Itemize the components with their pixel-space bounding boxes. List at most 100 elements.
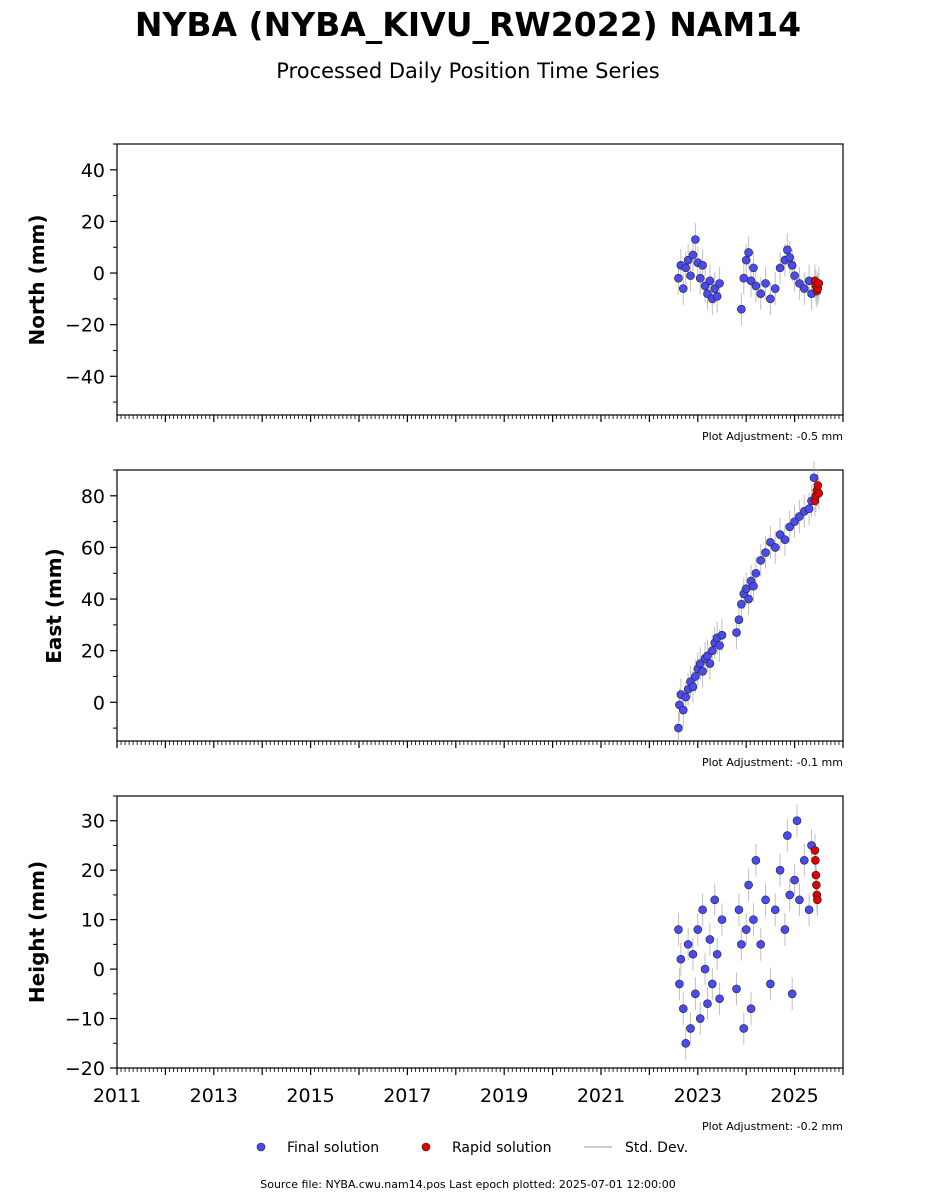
north-final-point xyxy=(756,289,766,298)
east-final-point xyxy=(734,615,744,624)
height-final-point xyxy=(787,989,797,999)
height-final-point xyxy=(712,949,722,959)
north-final-point xyxy=(741,255,751,265)
height-final-point xyxy=(756,940,766,949)
east-final-point xyxy=(698,667,707,676)
height-plot-adjustment: Plot Adjustment: -0.2 mm xyxy=(702,1120,843,1133)
east-ylabel: East (mm) xyxy=(42,548,66,664)
legend-rapid-label: Rapid solution xyxy=(452,1140,552,1156)
east-final-point xyxy=(751,568,761,578)
height-final-point xyxy=(775,865,785,875)
north-plot-adjustment: Plot Adjustment: -0.5 mm xyxy=(702,430,843,443)
height-plot-frame xyxy=(116,795,844,1069)
north-final-point xyxy=(691,235,700,244)
height-xtick-label: 2023 xyxy=(674,1085,722,1107)
height-final-point xyxy=(770,905,780,915)
height-final-point xyxy=(749,915,758,924)
height-final-point xyxy=(708,979,717,989)
height-final-point xyxy=(780,925,790,934)
height-xtick-label: 2015 xyxy=(286,1085,334,1107)
height-rapid-point xyxy=(813,895,822,905)
east-final-point xyxy=(809,473,819,483)
east-ytick-label: 80 xyxy=(81,486,105,508)
north-ytick-label: 0 xyxy=(93,263,105,285)
height-final-point xyxy=(790,875,799,885)
north-final-point xyxy=(790,271,799,280)
east-panel: East (mm) Plot Adjustment: -0.1 mm 0 20 40… xyxy=(42,461,844,769)
height-final-point xyxy=(751,855,761,865)
height-final-point xyxy=(683,940,693,949)
east-final-point xyxy=(749,581,758,591)
legend-final-marker xyxy=(256,1142,266,1152)
height-final-point xyxy=(688,949,698,959)
height-rapid-point xyxy=(810,846,820,855)
north-final-point xyxy=(674,273,683,283)
north-ytick-label: 20 xyxy=(81,211,105,233)
north-final-point xyxy=(681,263,691,273)
height-ytick-label: 30 xyxy=(81,811,105,833)
north-rapid-point xyxy=(814,279,824,288)
height-final-point xyxy=(783,831,792,840)
north-final-point xyxy=(744,248,753,257)
height-final-point xyxy=(691,989,700,999)
north-final-point xyxy=(770,284,780,293)
height-final-point xyxy=(693,925,703,934)
height-final-point xyxy=(681,1038,691,1048)
height-final-point xyxy=(703,999,712,1009)
north-final-point xyxy=(749,263,758,273)
north-final-point xyxy=(775,263,785,273)
height-final-point xyxy=(715,994,724,1004)
height-ytick-label: 20 xyxy=(81,860,105,882)
height-final-point xyxy=(678,1004,688,1013)
north-ylabel: North (mm) xyxy=(25,214,49,345)
height-ylabel: Height (mm) xyxy=(25,861,49,1003)
north-final-point xyxy=(787,261,797,270)
east-ytick-label: 0 xyxy=(93,692,105,714)
height-final-point xyxy=(717,915,727,924)
height-final-point xyxy=(737,940,746,949)
height-final-point xyxy=(785,890,795,900)
north-final-point xyxy=(688,250,698,260)
north-plot-frame xyxy=(116,143,844,416)
north-final-point xyxy=(785,253,795,262)
height-final-point xyxy=(792,816,802,826)
height-ytick-label: −20 xyxy=(65,1058,105,1080)
east-final-point xyxy=(737,599,746,609)
legend-rapid-marker xyxy=(421,1142,431,1152)
east-final-point xyxy=(691,672,700,681)
east-final-point xyxy=(804,504,814,514)
north-final-point xyxy=(761,279,770,288)
north-final-point xyxy=(695,273,705,283)
east-plot-frame xyxy=(116,469,844,742)
height-final-point xyxy=(799,855,809,865)
east-final-point xyxy=(708,646,717,655)
east-plot-adjustment: Plot Adjustment: -0.1 mm xyxy=(702,756,843,769)
height-final-point xyxy=(761,895,770,905)
height-final-point xyxy=(739,1024,749,1033)
height-final-point xyxy=(795,895,804,905)
north-final-point xyxy=(705,276,715,286)
east-final-point xyxy=(732,628,741,637)
height-rapid-point xyxy=(811,870,821,880)
height-final-point xyxy=(695,1014,705,1023)
north-ytick-label: −40 xyxy=(65,366,105,388)
legend: Final solution Rapid solution Std. Dev. xyxy=(256,1140,688,1156)
east-final-point xyxy=(744,594,753,604)
height-final-point xyxy=(700,964,710,974)
east-final-point xyxy=(715,641,724,650)
east-rapid-point xyxy=(814,488,824,498)
height-final-point xyxy=(732,984,741,994)
height-final-point xyxy=(746,1004,756,1013)
east-ytick-label: 60 xyxy=(81,537,105,559)
height-final-point xyxy=(676,954,686,964)
height-rapid-point xyxy=(812,880,821,890)
north-final-point xyxy=(751,281,761,291)
chart-title: NYBA (NYBA_KIVU_RW2022) NAM14 xyxy=(135,5,801,44)
height-xtick-label: 2011 xyxy=(93,1085,141,1107)
height-xtick-label: 2019 xyxy=(480,1085,528,1107)
legend-std-label: Std. Dev. xyxy=(625,1140,688,1156)
east-final-point xyxy=(761,548,770,557)
height-final-point xyxy=(705,935,715,944)
height-xtick-label: 2021 xyxy=(577,1085,625,1107)
north-ytick-label: 40 xyxy=(81,160,105,182)
